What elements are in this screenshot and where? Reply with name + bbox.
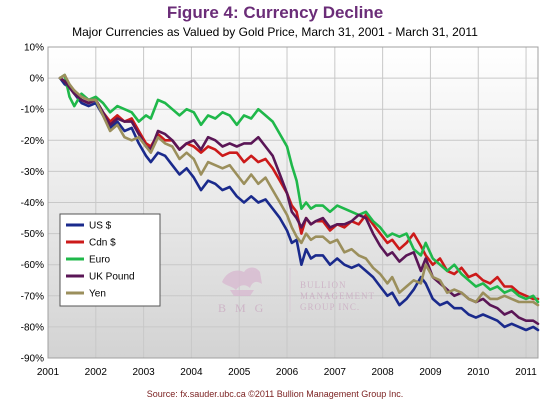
griffin-logo-icon [222, 267, 262, 296]
y-tick-label: -50% [21, 229, 44, 240]
x-tick-label: 2005 [228, 367, 251, 378]
source-note: Source: fx.sauder.ubc.ca ©2011 Bullion M… [146, 389, 404, 399]
watermark-line3: GROUP INC. [300, 302, 360, 312]
series-line-yen [58, 73, 540, 307]
y-tick-label: -60% [21, 260, 44, 271]
x-tick-label: 2008 [372, 367, 395, 378]
legend-label: Cdn $ [89, 238, 116, 249]
y-tick-label: -30% [21, 167, 44, 178]
y-tick-label: -80% [21, 322, 44, 333]
y-tick-label: -90% [21, 354, 44, 365]
series-line-uk-pound [58, 76, 540, 326]
x-tick-label: 2003 [132, 367, 155, 378]
legend-label: UK Pound [89, 272, 135, 283]
y-tick-label: -40% [21, 198, 44, 209]
series-line-euro [58, 73, 540, 304]
legend-label: Euro [89, 255, 111, 266]
x-tick-label: 2010 [467, 367, 490, 378]
x-tick-label: 2007 [324, 367, 347, 378]
x-tick-label: 2004 [180, 367, 203, 378]
x-tick-label: 2002 [85, 367, 108, 378]
x-tick-label: 2006 [276, 367, 299, 378]
y-tick-label: -20% [21, 136, 44, 147]
watermark-initials: B M G [218, 301, 266, 315]
legend: US $ Cdn $ Euro UK Pound Yen [59, 213, 161, 307]
plot-border [47, 46, 539, 359]
watermark-line2: MANAGEMENT [300, 291, 375, 301]
watermark-line1: BULLION [300, 280, 347, 290]
x-tick-label: 2011 [515, 367, 537, 378]
chart-title: Figure 4: Currency Decline [166, 3, 384, 22]
legend-label: Yen [89, 289, 106, 300]
series-line-us [58, 76, 540, 332]
axis-labels: 10% 0% -10% -20% -30% -40% -50% -60% -70% -80% -90… [21, 43, 538, 379]
chart-subtitle: Major Currencies as Valued by Gold Price… [72, 25, 478, 39]
x-tick-label: 2009 [419, 367, 442, 378]
y-tick-label: 0% [30, 74, 45, 85]
y-tick-label: -70% [21, 291, 44, 302]
bmg-watermark-logo: B M G BULLION MANAGEMENT GROUP INC. [218, 267, 375, 315]
series-lines [58, 73, 540, 332]
y-tick-label: 10% [24, 43, 44, 54]
legend-label: US $ [89, 221, 112, 232]
x-tick-label: 2001 [37, 367, 60, 378]
y-tick-label: -10% [21, 105, 44, 116]
